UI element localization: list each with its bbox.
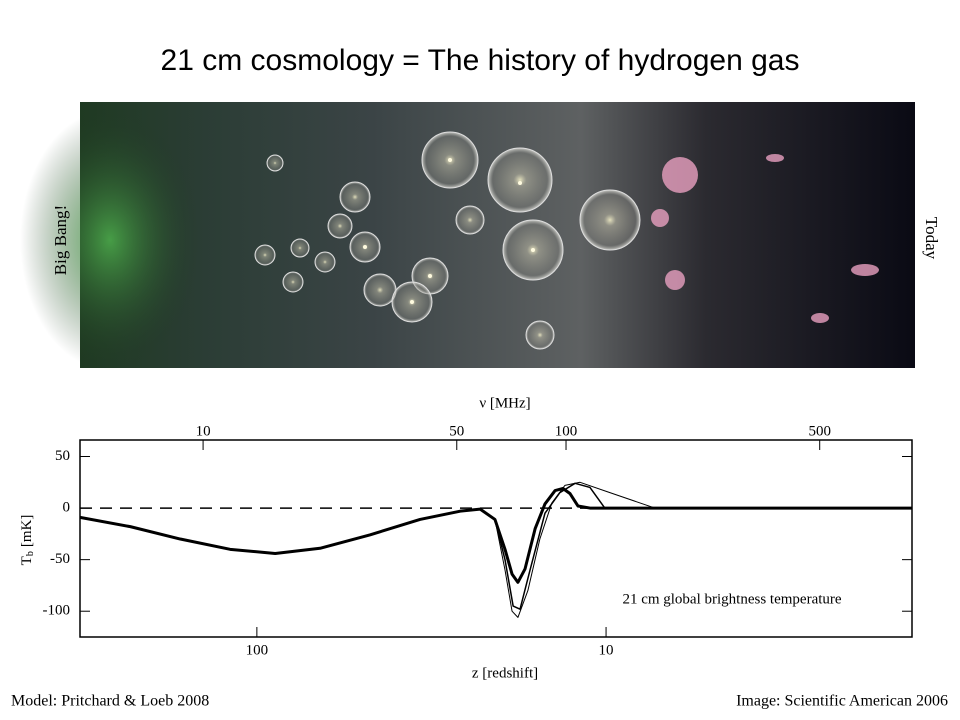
annotation: 21 cm global brightness temperature xyxy=(622,591,841,607)
y-tick-label: 50 xyxy=(55,448,70,464)
series-line xyxy=(79,482,912,610)
x-tick-label: 50 xyxy=(449,423,464,439)
cosmic-illustration xyxy=(20,102,915,370)
x-axis-label: ν [MHz] xyxy=(479,395,530,411)
footer-right: Image: Scientific American 2006 xyxy=(736,693,948,710)
y-label-unit: [mK] xyxy=(19,515,35,548)
series-line xyxy=(79,486,912,584)
slide-title: 21 cm cosmology = The history of hydroge… xyxy=(161,44,800,77)
x-tick-label: 500 xyxy=(808,423,831,439)
y-axis-label: Tb [mK] xyxy=(19,515,36,566)
image-right-label: Today xyxy=(922,217,941,260)
y-tick-label: -100 xyxy=(43,603,71,619)
x-tick-label: 100 xyxy=(555,423,578,439)
x2-axis-label: z [redshift] xyxy=(472,665,538,681)
x2-tick-label: 10 xyxy=(599,642,614,658)
plot-frame xyxy=(79,439,913,638)
y-label-symbol: T xyxy=(19,556,35,565)
x2-tick-label: 100 xyxy=(246,642,269,658)
y-label-subscript: b xyxy=(25,551,36,556)
y-tick-label: -50 xyxy=(50,551,70,567)
image-left-label: Big Bang! xyxy=(51,205,70,275)
x-tick-label: 10 xyxy=(196,423,211,439)
y-tick-label: 0 xyxy=(63,500,71,516)
annotation-box xyxy=(575,588,890,612)
footer-left: Model: Pritchard & Loeb 2008 xyxy=(11,693,209,710)
